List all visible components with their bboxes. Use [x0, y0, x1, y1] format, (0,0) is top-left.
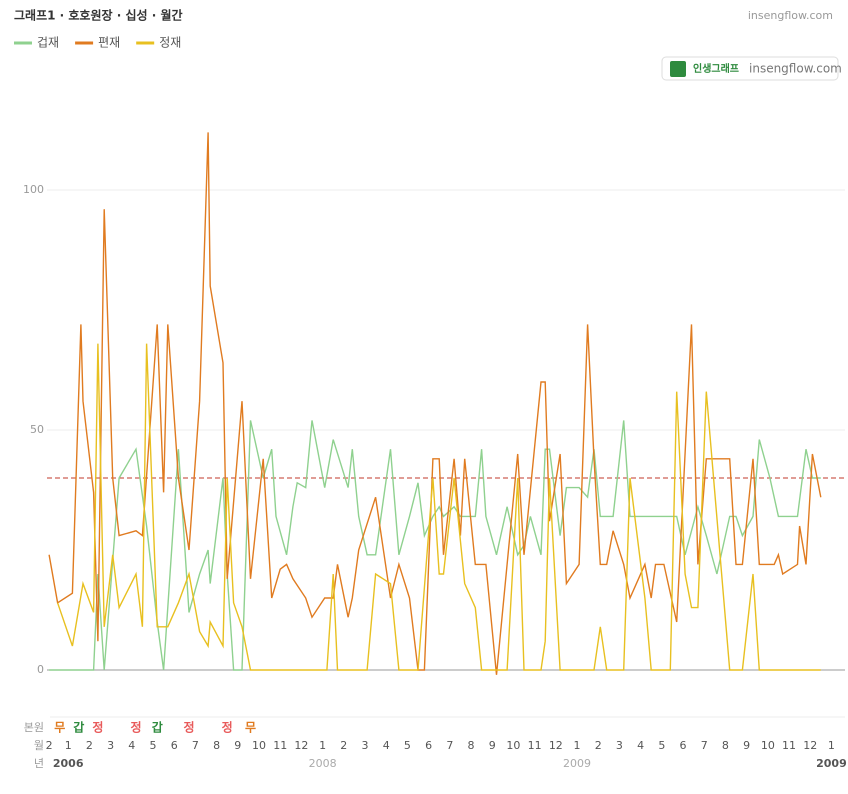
x-tick-label: 7	[446, 739, 453, 752]
x-tick-label: 3	[107, 739, 114, 752]
x-tick-label: 2	[46, 739, 53, 752]
x-tick-label: 7	[192, 739, 199, 752]
stem-label: 무	[245, 721, 256, 735]
legend-label: 편재	[98, 36, 120, 50]
x-tick-label: 10	[252, 739, 266, 752]
x-tick-label: 12	[294, 739, 308, 752]
stem-label: 무	[54, 721, 65, 735]
x-tick-label: 12	[549, 739, 563, 752]
row-label: 본원	[24, 721, 44, 734]
row-label: 년	[34, 757, 44, 770]
x-tick-label: 2	[595, 739, 602, 752]
badge-icon	[670, 61, 686, 77]
x-tick-label: 11	[782, 739, 796, 752]
x-tick-label: 9	[743, 739, 750, 752]
x-tick-label: 9	[489, 739, 496, 752]
x-tick-label: 4	[383, 739, 390, 752]
x-tick-label: 1	[574, 739, 581, 752]
x-tick-label: 1	[319, 739, 326, 752]
x-tick-label: 12	[803, 739, 817, 752]
x-tick-label: 1	[65, 739, 72, 752]
year-label: 2009	[816, 757, 847, 770]
year-label: 2008	[309, 757, 337, 770]
x-tick-label: 8	[468, 739, 475, 752]
x-tick-label: 2	[340, 739, 347, 752]
x-tick-label: 6	[425, 739, 432, 752]
year-label: 2006	[53, 757, 84, 770]
x-tick-label: 8	[722, 739, 729, 752]
x-tick-label: 1	[828, 739, 835, 752]
stem-label: 정	[131, 720, 142, 735]
y-tick-label: 50	[30, 423, 44, 436]
legend-label: 정재	[159, 36, 181, 50]
x-tick-label: 6	[680, 739, 687, 752]
stem-label: 정	[222, 720, 233, 735]
x-tick-label: 7	[701, 739, 708, 752]
badge-site: insengflow.com	[749, 62, 842, 76]
x-tick-label: 10	[506, 739, 520, 752]
series-line	[48, 132, 822, 675]
x-tick-label: 5	[150, 739, 157, 752]
x-tick-label: 3	[362, 739, 369, 752]
x-tick-label: 11	[528, 739, 542, 752]
badge-brand: 인생그래프	[693, 62, 739, 75]
x-tick-label: 6	[171, 739, 178, 752]
series-line	[56, 343, 821, 671]
badge[interactable]	[661, 56, 839, 81]
y-tick-label: 0	[37, 663, 44, 676]
x-tick-label: 5	[658, 739, 665, 752]
x-tick-label: 8	[213, 739, 220, 752]
row-label: 월	[34, 739, 44, 752]
chart-title: 그래프1 · 호호원장 · 십성 · 월간	[14, 8, 183, 23]
year-label: 2009	[563, 757, 591, 770]
x-tick-label: 2	[86, 739, 93, 752]
stem-label: 갑	[73, 721, 84, 735]
x-tick-label: 4	[637, 739, 644, 752]
y-tick-label: 100	[23, 183, 44, 196]
x-tick-label: 11	[273, 739, 287, 752]
stem-label: 갑	[152, 721, 163, 735]
x-tick-label: 9	[234, 739, 241, 752]
legend-label: 겁재	[37, 36, 59, 50]
x-tick-label: 4	[128, 739, 135, 752]
site-label: insengflow.com	[748, 9, 833, 22]
stem-label: 정	[92, 720, 103, 735]
x-tick-label: 5	[404, 739, 411, 752]
x-tick-label: 3	[616, 739, 623, 752]
x-tick-label: 10	[761, 739, 775, 752]
stem-label: 정	[184, 720, 195, 735]
